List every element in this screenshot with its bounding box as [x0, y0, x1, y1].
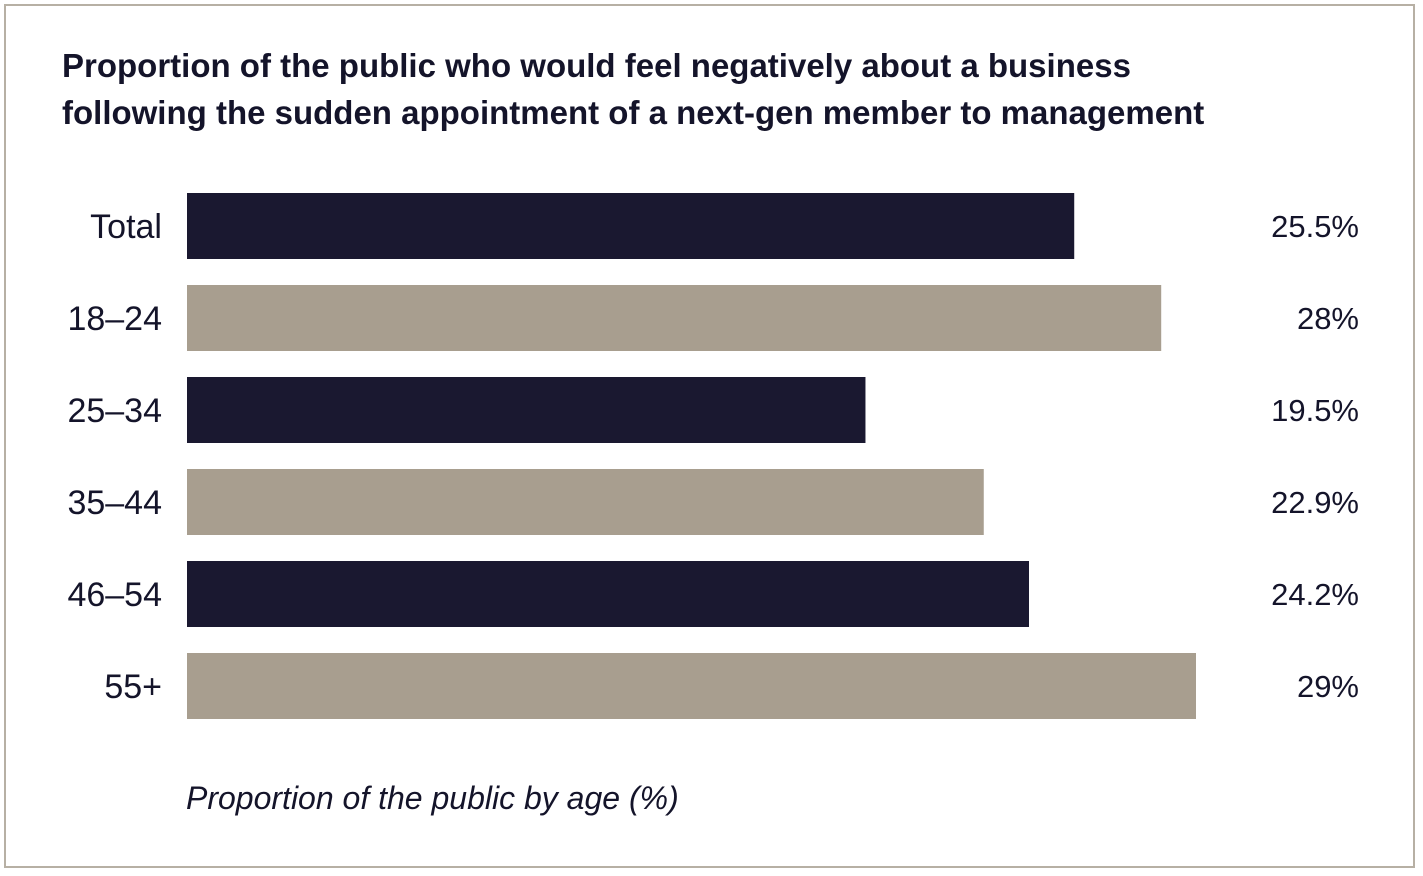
bar-2: [187, 377, 866, 443]
value-labels-group: 25.5% 28% 19.5% 22.9% 24.2% 29%: [1271, 209, 1359, 704]
chart-title-line-1: Proportion of the public who would feel …: [62, 47, 1131, 84]
value-label-3: 22.9%: [1271, 485, 1359, 520]
x-axis-label: Proportion of the public by age (%): [186, 780, 679, 816]
bar-3: [187, 469, 984, 535]
category-label-5: 55+: [104, 668, 162, 706]
category-label-1: 18–24: [67, 300, 162, 338]
value-label-5: 29%: [1297, 669, 1359, 704]
value-label-4: 24.2%: [1271, 577, 1359, 612]
bar-5: [187, 653, 1196, 719]
category-label-4: 46–54: [67, 576, 162, 614]
value-label-2: 19.5%: [1271, 393, 1359, 428]
bar-0: [187, 193, 1075, 259]
bar-4: [187, 561, 1029, 627]
bars-group: [187, 193, 1196, 719]
category-labels-group: Total 18–24 25–34 35–44 46–54 55+: [67, 208, 162, 706]
bar-1: [187, 285, 1162, 351]
value-label-0: 25.5%: [1271, 209, 1359, 244]
chart-title: Proportion of the public who would feel …: [62, 42, 1402, 136]
category-label-3: 35–44: [67, 484, 162, 522]
chart-title-line-2: following the sudden appointment of a ne…: [62, 94, 1205, 131]
category-label-0: Total: [90, 208, 162, 246]
category-label-2: 25–34: [67, 392, 162, 430]
value-label-1: 28%: [1297, 301, 1359, 336]
